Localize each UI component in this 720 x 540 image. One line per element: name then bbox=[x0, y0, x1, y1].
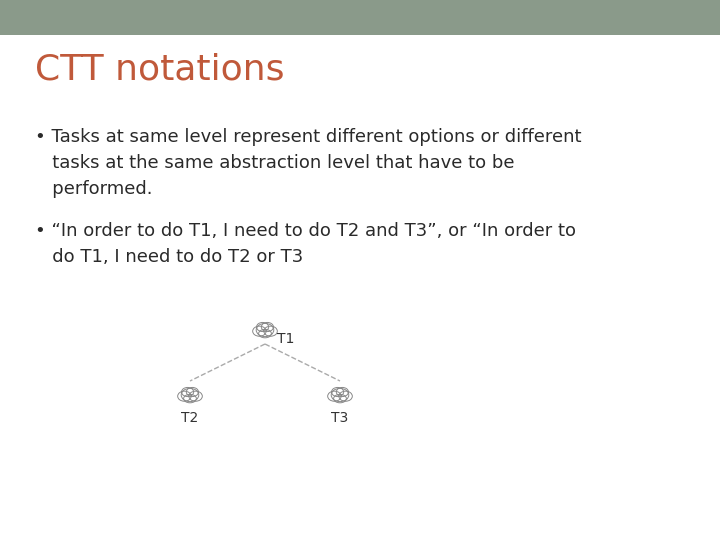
Ellipse shape bbox=[258, 329, 271, 338]
Ellipse shape bbox=[331, 388, 348, 402]
Ellipse shape bbox=[178, 391, 191, 401]
Text: CTT notations: CTT notations bbox=[35, 53, 284, 87]
Ellipse shape bbox=[181, 387, 194, 396]
Text: do T1, I need to do T2 or T3: do T1, I need to do T2 or T3 bbox=[35, 248, 303, 266]
Text: • “In order to do T1, I need to do T2 and T3”, or “In order to: • “In order to do T1, I need to do T2 an… bbox=[35, 222, 576, 240]
Ellipse shape bbox=[339, 391, 352, 401]
Ellipse shape bbox=[333, 394, 346, 403]
Ellipse shape bbox=[186, 387, 199, 396]
Bar bbox=[0, 0, 720, 35]
Text: performed.: performed. bbox=[35, 180, 153, 198]
Ellipse shape bbox=[181, 388, 199, 402]
Ellipse shape bbox=[336, 387, 348, 396]
Ellipse shape bbox=[264, 326, 277, 336]
Ellipse shape bbox=[261, 322, 274, 332]
Ellipse shape bbox=[256, 323, 274, 336]
Text: T1: T1 bbox=[277, 332, 294, 346]
Ellipse shape bbox=[189, 391, 202, 401]
Ellipse shape bbox=[331, 387, 343, 396]
Text: • Tasks at same level represent different options or different: • Tasks at same level represent differen… bbox=[35, 128, 582, 146]
Ellipse shape bbox=[328, 391, 341, 401]
Text: tasks at the same abstraction level that have to be: tasks at the same abstraction level that… bbox=[35, 154, 515, 172]
Ellipse shape bbox=[253, 326, 266, 336]
Ellipse shape bbox=[256, 322, 269, 332]
Text: T3: T3 bbox=[331, 411, 348, 425]
Ellipse shape bbox=[184, 394, 197, 403]
Text: T2: T2 bbox=[181, 411, 199, 425]
